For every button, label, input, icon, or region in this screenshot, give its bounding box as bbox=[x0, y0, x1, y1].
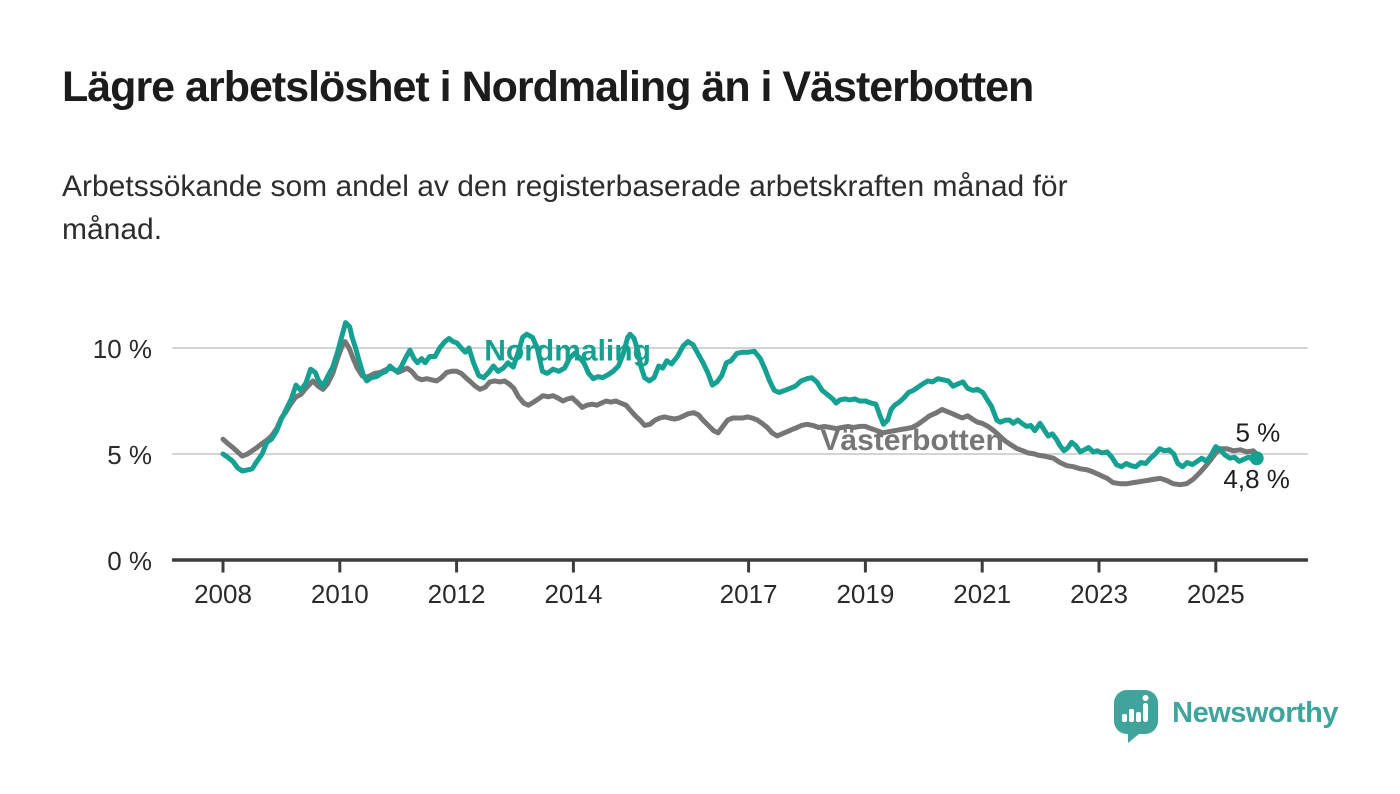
chart-subtitle-line1: Arbetssökande som andel av den registerb… bbox=[62, 170, 1068, 203]
x-tick-label: 2010 bbox=[311, 579, 369, 609]
x-tick-label: 2021 bbox=[953, 579, 1011, 609]
y-tick-label: 0 % bbox=[107, 546, 152, 576]
page-title: Lägre arbetslöshet i Nordmaling än i Väs… bbox=[62, 63, 1034, 111]
newsworthy-wordmark: Newsworthy bbox=[1172, 697, 1338, 729]
series-line-nordmaling bbox=[220, 320, 1260, 474]
newsworthy-logo: Newsworthy bbox=[1113, 689, 1338, 748]
x-tick-label: 2012 bbox=[428, 579, 486, 609]
end-value-label-vasterbotten: 5 % bbox=[1235, 417, 1280, 447]
series-line-vasterbotten bbox=[220, 339, 1260, 488]
x-tick-label: 2014 bbox=[544, 579, 602, 609]
series-label-vasterbotten: Västerbotten bbox=[820, 424, 1003, 457]
x-tick-label: 2019 bbox=[836, 579, 894, 609]
x-tick-label: 2017 bbox=[720, 579, 778, 609]
chart-subtitle-line2: månad. bbox=[62, 212, 163, 246]
x-tick-label: 2025 bbox=[1187, 579, 1245, 609]
x-tick-label: 2023 bbox=[1070, 579, 1128, 609]
y-tick-label: 5 % bbox=[107, 440, 152, 470]
series-endpoint-dot-nordmaling bbox=[1249, 451, 1264, 466]
speech-bubble-bar-chart-icon bbox=[1113, 689, 1159, 748]
y-tick-label: 10 % bbox=[93, 334, 152, 364]
end-value-label-nordmaling: 4,8 % bbox=[1223, 464, 1290, 494]
chart-subtitle: Arbetssökande som andel av den registerb… bbox=[62, 166, 1068, 251]
series-label-nordmaling: Nordmaling bbox=[484, 335, 651, 368]
x-tick-label: 2008 bbox=[194, 579, 252, 609]
